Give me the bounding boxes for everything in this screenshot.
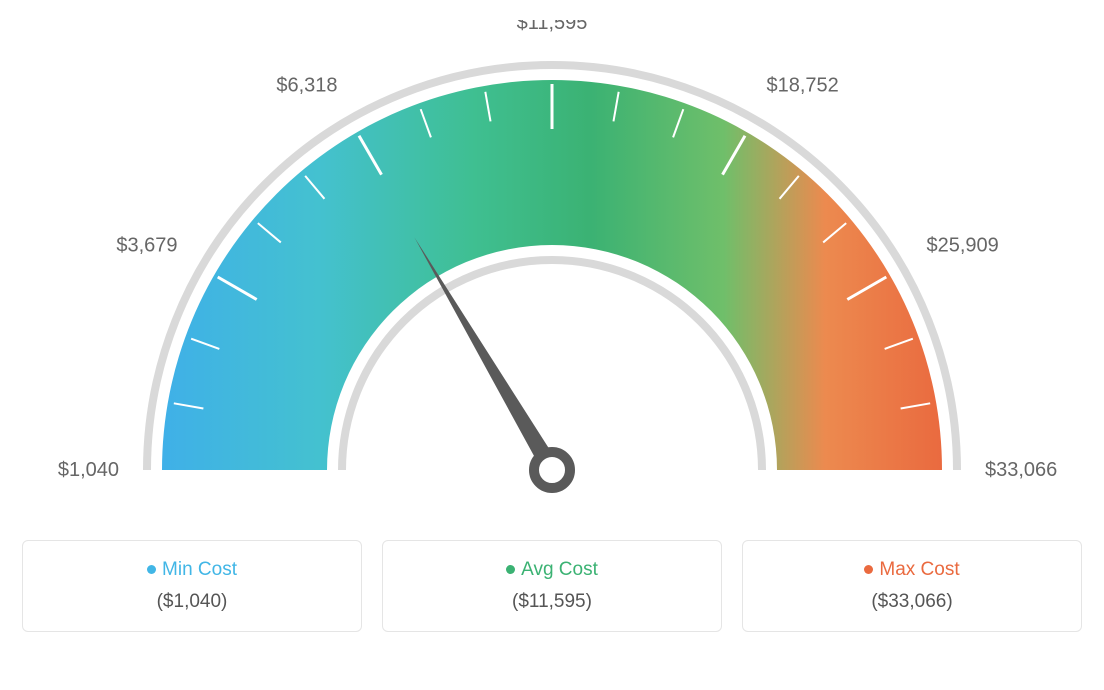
legend-dot <box>506 565 515 574</box>
gauge-tick-label: $25,909 <box>926 235 998 257</box>
gauge-tick-label: $33,066 <box>985 459 1057 481</box>
legend-label: Avg Cost <box>393 559 711 581</box>
legend-label-text: Avg Cost <box>521 559 598 580</box>
gauge-tick-label: $1,040 <box>58 459 119 481</box>
legend-value: ($33,066) <box>753 591 1071 613</box>
gauge-tick-label: $18,752 <box>767 75 839 97</box>
legend-value: ($1,040) <box>33 591 351 613</box>
gauge-tick-label: $6,318 <box>276 75 337 97</box>
legend-label-text: Min Cost <box>162 559 237 580</box>
gauge-needle-base <box>534 452 570 488</box>
legend-label: Min Cost <box>33 559 351 581</box>
legend-label: Max Cost <box>753 559 1071 581</box>
gauge-svg: $1,040 $3,679 $6,318 $11,595 $18,752 $25,909 $… <box>22 20 1082 520</box>
gauge-tick-label: $11,595 <box>517 20 588 34</box>
legend-card-max-cost: Max Cost ($33,066) <box>742 540 1082 632</box>
legend-label-text: Max Cost <box>879 559 959 580</box>
cost-gauge: $1,040 $3,679 $6,318 $11,595 $18,752 $25,909 $… <box>22 20 1082 520</box>
legend-dot <box>147 565 156 574</box>
legend-dot <box>864 565 873 574</box>
legend-value: ($11,595) <box>393 591 711 613</box>
legend-card-min-cost: Min Cost ($1,040) <box>22 540 362 632</box>
legend-row: Min Cost ($1,040) Avg Cost ($11,595) Max Cos… <box>22 540 1082 632</box>
legend-card-avg-cost: Avg Cost ($11,595) <box>382 540 722 632</box>
gauge-tick-label: $3,679 <box>116 235 177 257</box>
